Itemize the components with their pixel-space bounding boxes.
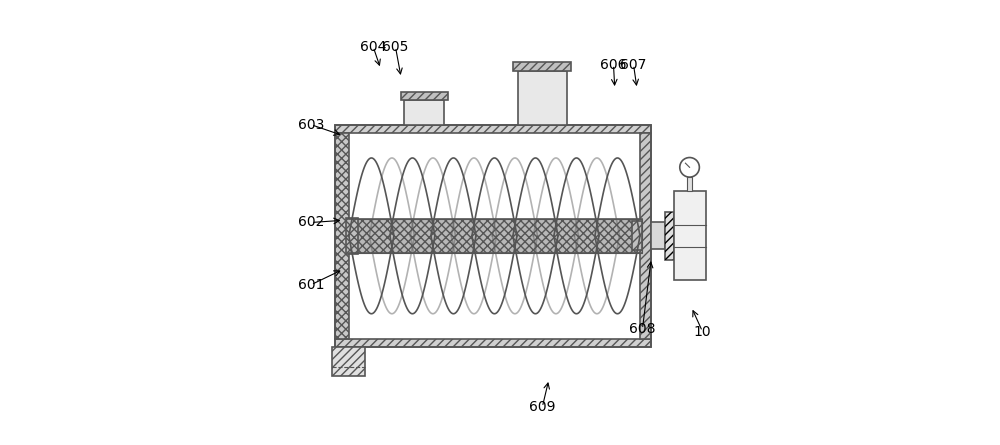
Bar — [665, 212, 674, 259]
Text: 605: 605 — [382, 40, 409, 54]
Bar — [349, 133, 651, 339]
Text: 609: 609 — [529, 400, 556, 414]
Bar — [401, 92, 448, 100]
Bar — [651, 222, 665, 249]
Text: 606: 606 — [600, 57, 627, 72]
Text: 604: 604 — [360, 40, 386, 54]
Bar — [632, 221, 642, 250]
Text: 10: 10 — [694, 324, 711, 339]
Bar — [687, 177, 692, 191]
Bar — [335, 125, 651, 347]
Bar — [335, 125, 651, 133]
Bar — [335, 133, 349, 339]
Bar — [674, 191, 706, 280]
Bar — [513, 62, 571, 71]
Bar — [518, 71, 567, 125]
Text: 601: 601 — [298, 278, 324, 292]
Bar — [404, 100, 444, 125]
Circle shape — [680, 158, 699, 177]
Bar — [335, 339, 651, 347]
Bar — [665, 212, 674, 259]
Text: 608: 608 — [629, 322, 656, 336]
Bar — [346, 218, 358, 254]
Bar — [640, 133, 651, 339]
Bar — [332, 347, 365, 376]
Text: 603: 603 — [298, 117, 324, 132]
Text: 602: 602 — [298, 215, 324, 230]
Bar — [349, 219, 642, 253]
Text: 607: 607 — [620, 57, 647, 72]
